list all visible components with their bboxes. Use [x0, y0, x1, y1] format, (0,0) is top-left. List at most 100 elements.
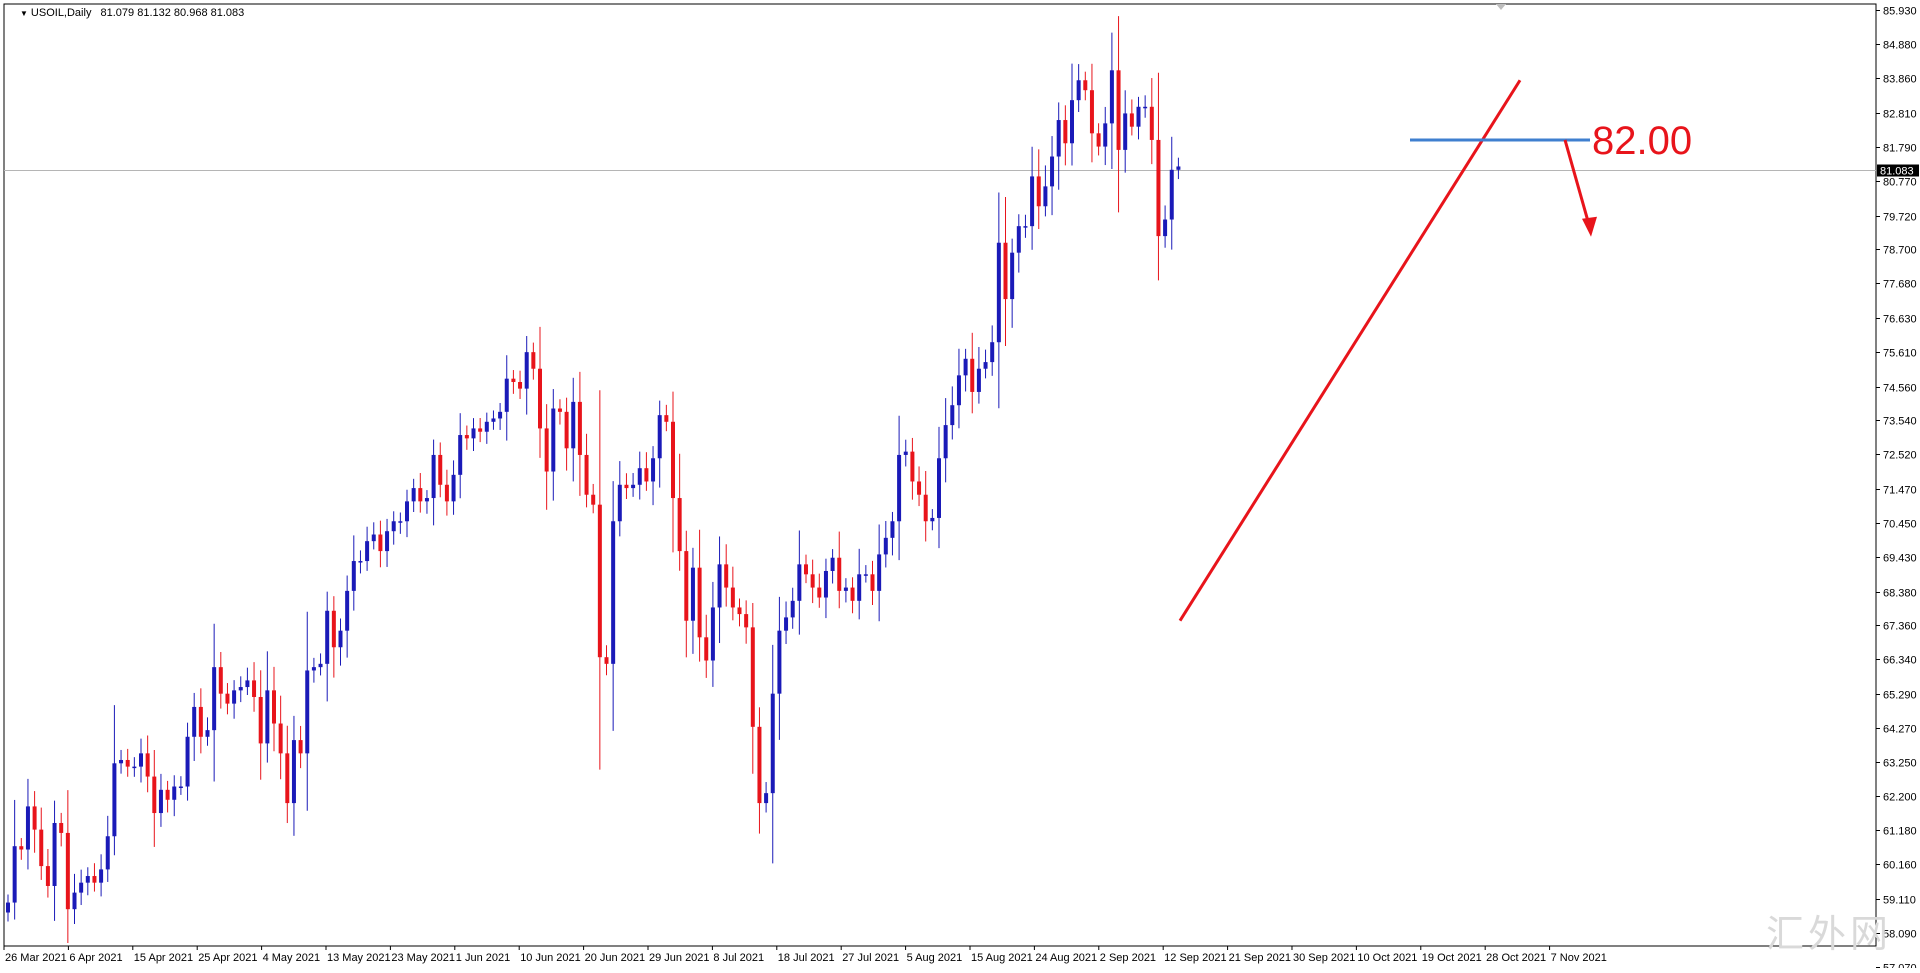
- candle-body[interactable]: [498, 411, 503, 419]
- candle-body[interactable]: [571, 401, 576, 449]
- candle-body[interactable]: [637, 468, 642, 485]
- candle-body[interactable]: [172, 786, 177, 800]
- candle-body[interactable]: [564, 411, 569, 449]
- candle-body[interactable]: [531, 352, 536, 369]
- candle-body[interactable]: [198, 706, 203, 737]
- candle-body[interactable]: [1156, 139, 1161, 237]
- candle-body[interactable]: [784, 617, 789, 631]
- candle-body[interactable]: [870, 574, 875, 591]
- candle-body[interactable]: [431, 454, 436, 499]
- candle-body[interactable]: [823, 570, 828, 598]
- candle-body[interactable]: [584, 454, 589, 495]
- candle-body[interactable]: [252, 680, 257, 697]
- candle-body[interactable]: [1129, 113, 1134, 127]
- candle-body[interactable]: [1149, 106, 1154, 140]
- candle-body[interactable]: [318, 663, 323, 668]
- candle-body[interactable]: [857, 574, 862, 601]
- candle-body[interactable]: [1163, 219, 1168, 237]
- candle-body[interactable]: [298, 740, 303, 754]
- candle-body[interactable]: [657, 415, 662, 459]
- candle-body[interactable]: [1056, 120, 1061, 157]
- candle-body[interactable]: [12, 846, 17, 903]
- candle-body[interactable]: [311, 667, 316, 671]
- candle-body[interactable]: [471, 428, 476, 439]
- candle-body[interactable]: [1169, 169, 1174, 220]
- candle-body[interactable]: [930, 517, 935, 522]
- candle-body[interactable]: [19, 846, 24, 850]
- candle-body[interactable]: [697, 567, 702, 638]
- candle-body[interactable]: [671, 421, 675, 499]
- candle-body[interactable]: [863, 574, 868, 576]
- candle-body[interactable]: [770, 693, 775, 794]
- candle-body[interactable]: [79, 882, 84, 893]
- candle-body[interactable]: [491, 418, 496, 422]
- candle-body[interactable]: [651, 458, 656, 482]
- candle-body[interactable]: [1036, 176, 1041, 207]
- candle-body[interactable]: [411, 488, 416, 502]
- candle-body[interactable]: [504, 378, 509, 412]
- candle-body[interactable]: [192, 706, 197, 737]
- candle-body[interactable]: [225, 693, 230, 704]
- candle-body[interactable]: [817, 587, 822, 598]
- candle-body[interactable]: [544, 428, 549, 472]
- candle-body[interactable]: [810, 574, 815, 588]
- candle-body[interactable]: [25, 806, 30, 850]
- candle-body[interactable]: [232, 690, 237, 704]
- candle-body[interactable]: [444, 484, 449, 502]
- candle-body[interactable]: [1043, 186, 1048, 207]
- candle-body[interactable]: [1096, 133, 1101, 147]
- candle-body[interactable]: [837, 557, 842, 591]
- candle-body[interactable]: [757, 726, 762, 804]
- candle-body[interactable]: [577, 401, 582, 455]
- candle-body[interactable]: [990, 342, 995, 363]
- candle-body[interactable]: [45, 866, 50, 886]
- candle-body[interactable]: [145, 753, 150, 777]
- candle-body[interactable]: [1050, 156, 1055, 187]
- candle-body[interactable]: [877, 554, 882, 591]
- candle-body[interactable]: [39, 829, 44, 867]
- candle-body[interactable]: [1089, 90, 1094, 134]
- candle-body[interactable]: [125, 759, 130, 767]
- candle-body[interactable]: [291, 740, 296, 804]
- candle-body[interactable]: [278, 723, 283, 754]
- candle-body[interactable]: [983, 362, 988, 369]
- candle-body[interactable]: [804, 564, 808, 575]
- candle-body[interactable]: [345, 590, 350, 631]
- candle-body[interactable]: [365, 541, 370, 562]
- candle-body[interactable]: [205, 730, 210, 737]
- candle-body[interactable]: [1083, 80, 1088, 91]
- candle-body[interactable]: [32, 806, 37, 830]
- candle-body[interactable]: [611, 521, 616, 664]
- candle-body[interactable]: [371, 534, 376, 542]
- candle-body[interactable]: [305, 670, 310, 754]
- candle-body[interactable]: [976, 368, 981, 392]
- candle-body[interactable]: [883, 537, 888, 555]
- candle-body[interactable]: [910, 451, 915, 482]
- candle-body[interactable]: [830, 557, 835, 571]
- candle-body[interactable]: [597, 504, 602, 658]
- candle-body[interactable]: [438, 454, 443, 485]
- candle-body[interactable]: [378, 534, 383, 552]
- candle-body[interactable]: [458, 435, 463, 475]
- candle-body[interactable]: [937, 458, 941, 518]
- candle-body[interactable]: [1070, 100, 1074, 144]
- candle-body[interactable]: [405, 501, 409, 522]
- candle-body[interactable]: [112, 763, 117, 837]
- candle-body[interactable]: [105, 836, 110, 870]
- candle-body[interactable]: [923, 494, 928, 522]
- candle-body[interactable]: [677, 498, 682, 552]
- candle-body[interactable]: [724, 564, 729, 588]
- candle-body[interactable]: [85, 876, 90, 883]
- candle-body[interactable]: [245, 680, 250, 688]
- candle-body[interactable]: [750, 627, 755, 727]
- candle-body[interactable]: [591, 494, 596, 505]
- candle-body[interactable]: [1076, 80, 1081, 101]
- candle-body[interactable]: [212, 667, 217, 731]
- candle-body[interactable]: [950, 405, 955, 426]
- candle-body[interactable]: [704, 637, 709, 661]
- trendline-support[interactable]: [1178, 79, 1522, 622]
- candle-body[interactable]: [158, 789, 163, 814]
- candle-body[interactable]: [897, 454, 902, 522]
